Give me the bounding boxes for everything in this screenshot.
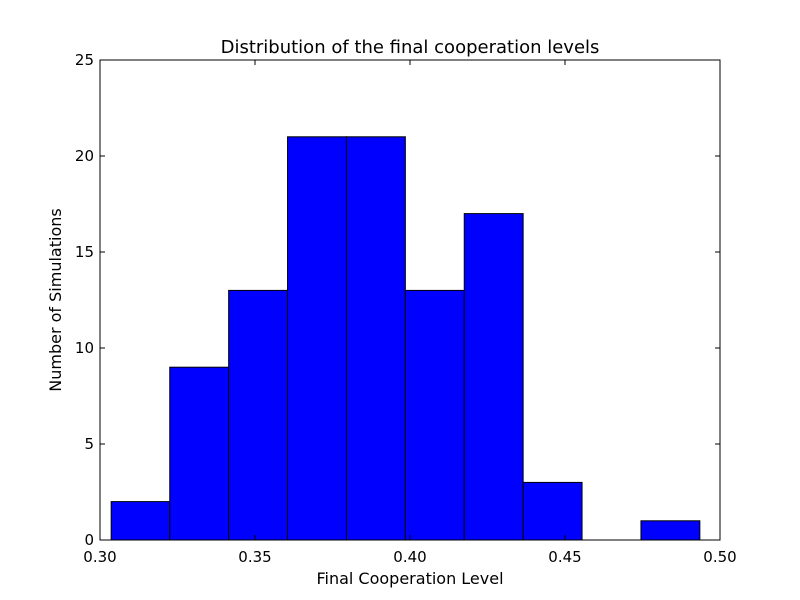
x-tick-label-1: 0.35 bbox=[238, 548, 271, 566]
histogram-bar-2 bbox=[228, 289, 289, 541]
y-tick-label-2: 10 bbox=[75, 339, 94, 357]
y-tick-label-5: 25 bbox=[75, 51, 94, 69]
histogram-bar-6 bbox=[463, 213, 524, 541]
y-tick-label-3: 15 bbox=[75, 243, 94, 261]
histogram-bar-0 bbox=[110, 501, 171, 541]
y-tick-label-0: 0 bbox=[84, 531, 94, 549]
y-tick-label-1: 5 bbox=[84, 435, 94, 453]
histogram-bar-7 bbox=[522, 481, 583, 541]
ticks-group: 0.30 0.35 0.40 0.45 0.50 0 5 10 15 20 25 bbox=[75, 51, 737, 566]
bars-group bbox=[110, 136, 701, 541]
y-axis-label: Number of Simulations bbox=[46, 208, 65, 391]
histogram-bar-3 bbox=[287, 136, 347, 541]
chart-title: Distribution of the final cooperation le… bbox=[221, 37, 600, 58]
histogram-bar-9 bbox=[640, 520, 701, 541]
x-tick-label-2: 0.40 bbox=[393, 548, 426, 566]
histogram-bar-5 bbox=[404, 289, 465, 541]
x-axis-label: Final Cooperation Level bbox=[316, 569, 503, 588]
x-tick-label-3: 0.45 bbox=[548, 548, 581, 566]
y-tick-label-4: 20 bbox=[75, 147, 94, 165]
histogram-bar-4 bbox=[345, 136, 406, 541]
x-tick-label-0: 0.30 bbox=[83, 548, 116, 566]
x-tick-label-4: 0.50 bbox=[703, 548, 736, 566]
histogram-bar-1 bbox=[169, 366, 230, 541]
